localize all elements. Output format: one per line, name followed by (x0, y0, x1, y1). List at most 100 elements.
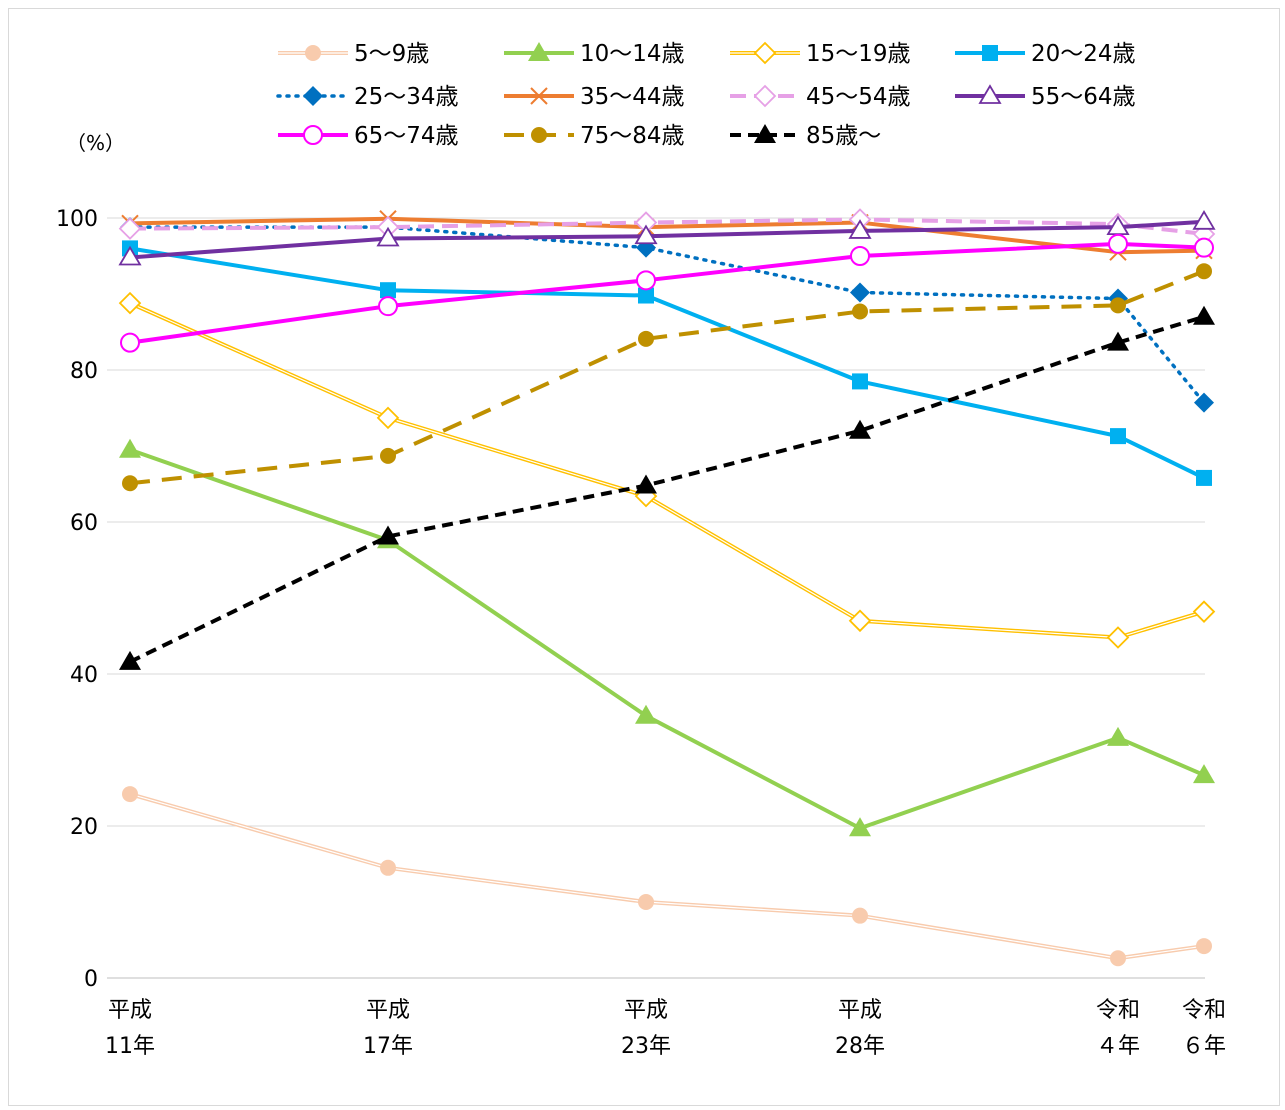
legend-marker (303, 86, 323, 106)
data-point (852, 907, 868, 924)
data-point (1196, 938, 1212, 955)
data-point (852, 303, 868, 320)
series-8 (118, 210, 1216, 266)
legend-item: 25～34歳 (276, 84, 459, 110)
legend-marker (528, 42, 550, 61)
data-point (376, 226, 400, 247)
data-point (118, 291, 142, 315)
series-line (128, 225, 1206, 405)
x-tick-label: 平成 11年 (105, 998, 155, 1059)
series-2 (119, 438, 1215, 837)
legend-label: 85歳～ (806, 123, 881, 149)
legend-item: 65～74歳 (278, 123, 459, 149)
data-point (1108, 233, 1128, 254)
legend-marker (753, 84, 777, 108)
data-point (1110, 297, 1126, 314)
data-point (1107, 331, 1129, 351)
series-line (129, 792, 1205, 961)
data-point (635, 474, 657, 494)
series-line (129, 241, 1205, 345)
legend: 5～9歳 10～14歳 15～19歳 20～24歳 25～34歳 35～44歳 45～54歳… (276, 41, 1136, 149)
data-point (848, 219, 872, 239)
series-line (129, 301, 1205, 640)
data-point (1196, 469, 1212, 486)
data-point (638, 894, 654, 910)
y-tick-label: 20 (70, 815, 98, 840)
series-line-inner (129, 793, 1205, 959)
legend-marker (754, 124, 776, 143)
data-point (638, 330, 654, 347)
data-point (1193, 764, 1215, 784)
series-line (129, 314, 1205, 664)
legend-label: 35～44歳 (580, 84, 685, 110)
data-point (119, 650, 141, 670)
data-point (850, 246, 870, 266)
legend-marker (978, 84, 1002, 104)
data-point (1192, 210, 1216, 230)
legend-marker (305, 45, 321, 61)
legend-label: 10～14歳 (580, 41, 685, 67)
y-tick-label: 80 (70, 359, 98, 384)
legend-marker (530, 87, 548, 105)
legend-item: 75～84歳 (504, 123, 685, 149)
legend-label: 45～54歳 (806, 84, 911, 110)
x-tick-label: 平成 28年 (835, 998, 885, 1059)
legend-item: 35～44歳 (504, 84, 685, 110)
data-point (1107, 726, 1129, 746)
legend-label: 15～19歳 (806, 41, 911, 67)
series-line (129, 447, 1205, 831)
legend-marker (982, 45, 998, 61)
series-line (129, 269, 1205, 486)
chart-frame (8, 8, 1280, 1106)
legend-label: 20～24歳 (1031, 41, 1136, 67)
data-point (849, 817, 871, 837)
data-point (638, 287, 654, 304)
data-point (380, 859, 396, 876)
data-point (1110, 428, 1126, 445)
data-point (380, 282, 396, 299)
x-tick-label: 平成 23年 (621, 998, 671, 1059)
legend-label: 5～9歳 (354, 41, 429, 67)
data-point (849, 419, 871, 439)
series-4 (122, 240, 1212, 486)
data-point (848, 609, 872, 633)
y-tick-label: 40 (70, 663, 98, 688)
data-point (119, 438, 141, 458)
legend-item: 45～54歳 (730, 84, 911, 110)
data-point (122, 786, 138, 803)
data-point (1106, 626, 1130, 649)
data-point (852, 373, 868, 390)
data-point (377, 525, 399, 545)
data-point (1194, 392, 1214, 413)
legend-marker (531, 127, 547, 143)
data-point (376, 406, 400, 430)
y-tick-label: 60 (70, 511, 98, 536)
data-point (118, 217, 142, 240)
legend-label: 55～64歳 (1031, 84, 1136, 110)
legend-item: 10～14歳 (504, 41, 685, 67)
y-unit-label: （%） (66, 131, 125, 155)
series-11 (119, 305, 1215, 670)
legend-label: 65～74歳 (354, 123, 459, 149)
x-tick-label: 令和４年 (1096, 998, 1140, 1059)
data-point (1110, 950, 1126, 967)
series-line (129, 219, 1205, 260)
series-line-inner (129, 302, 1205, 639)
data-point (118, 245, 142, 266)
legend-item: 55～64歳 (955, 84, 1136, 110)
data-point (122, 475, 138, 492)
legend-label: 75～84歳 (580, 123, 685, 149)
series-10 (122, 263, 1212, 492)
data-point (378, 296, 398, 317)
data-point (850, 282, 870, 303)
series-1 (122, 786, 1212, 967)
series-line (129, 246, 1205, 480)
data-point (1193, 305, 1215, 325)
legend-item: 15～19歳 (730, 41, 911, 67)
legend-marker (753, 41, 777, 65)
data-point (1192, 600, 1216, 623)
series-3 (118, 291, 1216, 649)
data-point (635, 704, 657, 724)
